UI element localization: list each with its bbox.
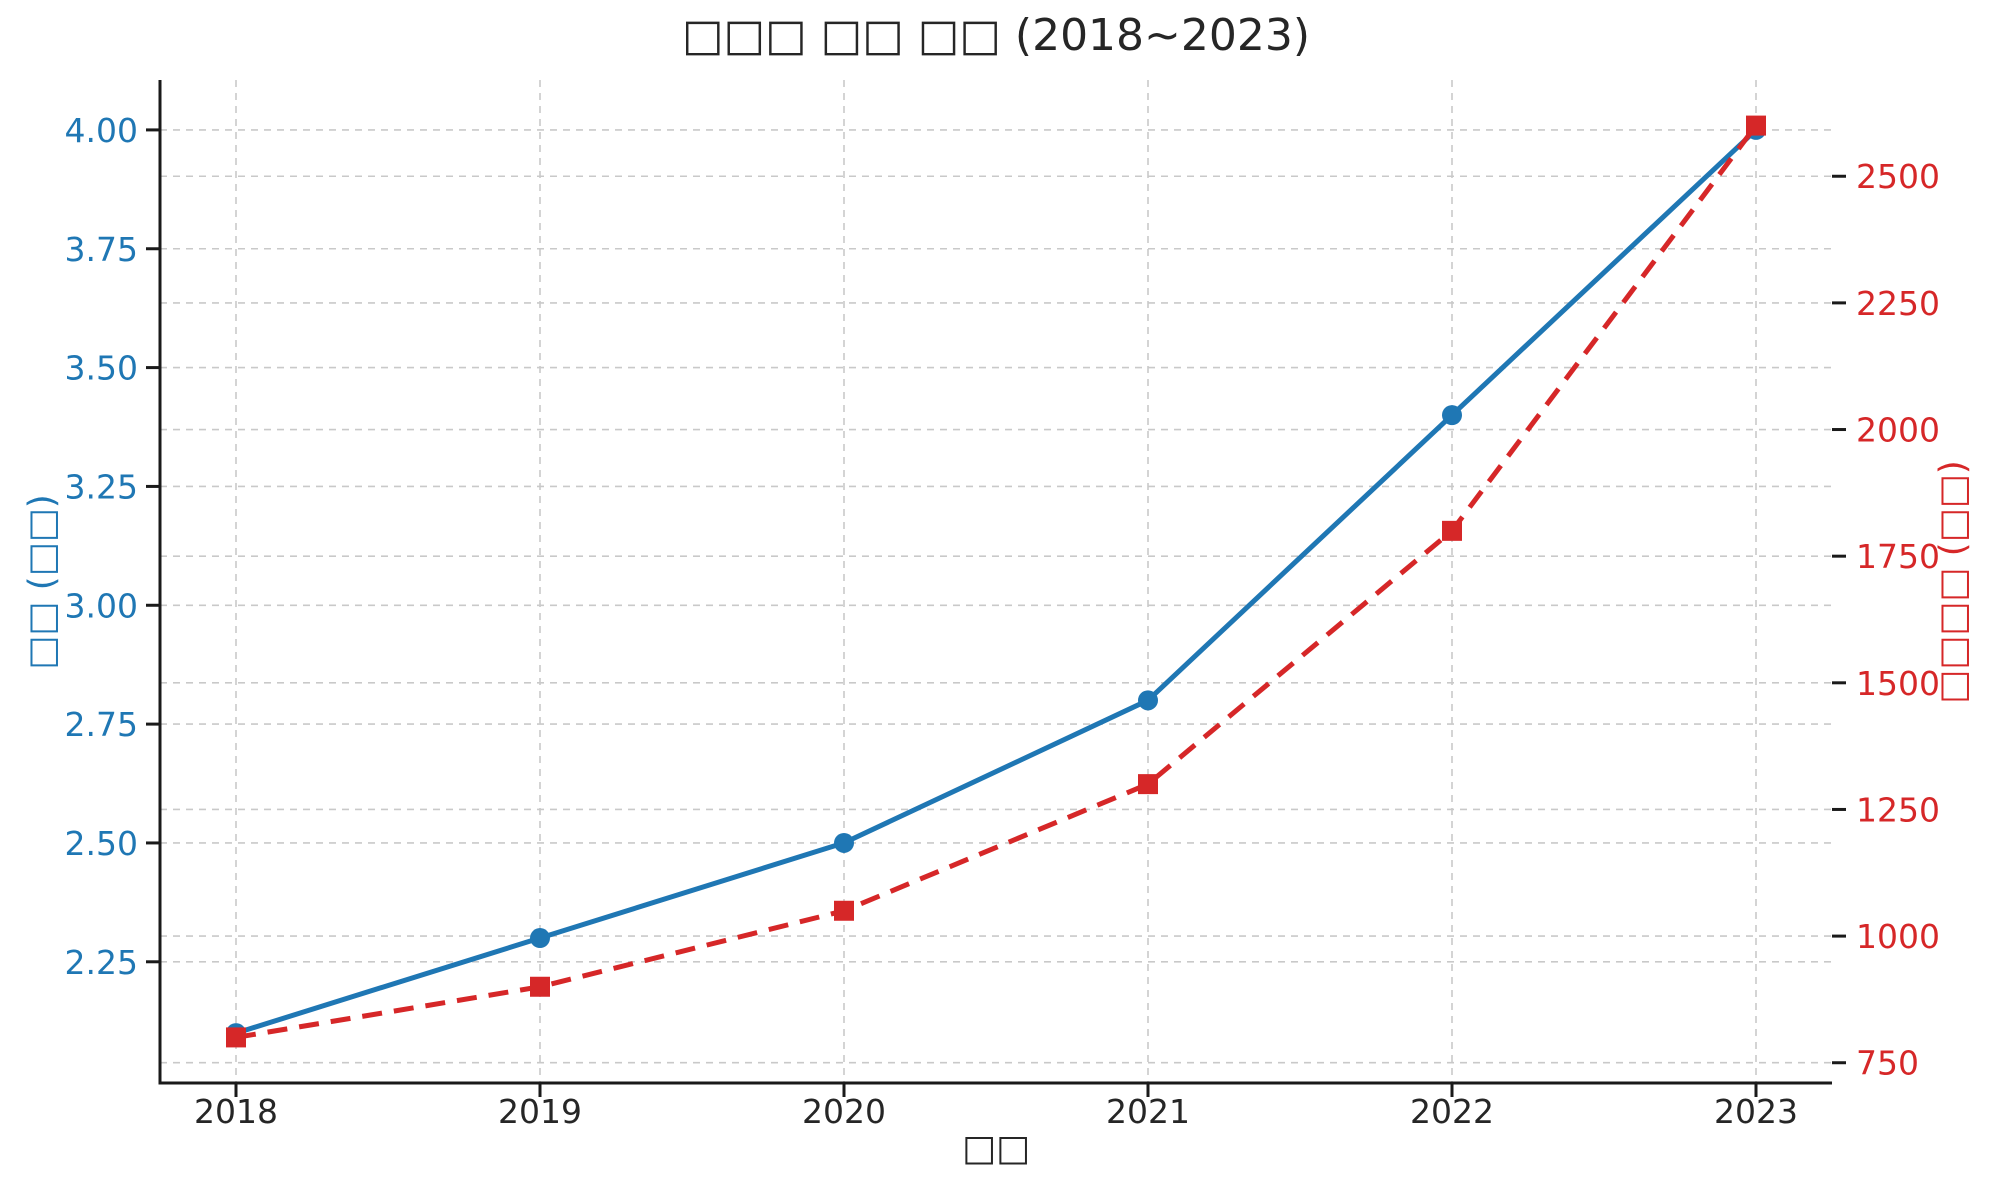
- right-tick-label: 2250: [1856, 284, 1940, 323]
- right-tick-label: 1750: [1856, 537, 1940, 576]
- left-tick-label: 2.75: [65, 705, 138, 744]
- left-tick-label: 3.25: [65, 467, 138, 506]
- x-tick-label: 2019: [498, 1092, 582, 1131]
- right-axis-series-marker: [1746, 115, 1766, 136]
- right-axis-series-marker: [1442, 520, 1462, 541]
- left-tick-label: 2.25: [65, 943, 138, 982]
- right-axis-series-marker: [834, 900, 854, 921]
- left-axis-series-marker: [530, 928, 550, 949]
- left-tick-label: 3.00: [65, 586, 138, 625]
- left-tick-label: 2.50: [65, 824, 138, 863]
- right-y-axis-label: □□□□ (□□): [1932, 460, 1974, 704]
- left-tick-label: 4.00: [65, 111, 138, 150]
- right-tick-label: 1250: [1856, 790, 1940, 829]
- right-tick-label: 1000: [1856, 917, 1940, 956]
- left-tick-label: 3.75: [65, 230, 138, 269]
- x-tick-label: 2023: [1714, 1092, 1798, 1131]
- right-axis-series-line: [235, 124, 1758, 1040]
- right-tick-label: 750: [1856, 1044, 1919, 1083]
- right-axis-series-marker: [1138, 774, 1158, 795]
- left-axis-series-marker: [1138, 690, 1158, 711]
- right-tick-label: 2000: [1856, 411, 1940, 450]
- right-axis-series-marker: [530, 976, 550, 997]
- left-axis-series-line: [235, 128, 1758, 1036]
- chart-title: □□□ □□ □□ (2018~2023): [681, 10, 1311, 61]
- left-axis-series-marker: [1442, 405, 1462, 426]
- right-axis-series-marker: [226, 1027, 246, 1048]
- left-axis-series-marker: [834, 832, 854, 853]
- x-tick-label: 2022: [1410, 1092, 1494, 1131]
- right-tick-label: 2500: [1856, 157, 1940, 196]
- x-tick-label: 2018: [194, 1092, 278, 1131]
- left-y-axis-label: □□ (□□): [21, 494, 63, 670]
- right-tick-label: 1500: [1856, 664, 1940, 703]
- x-tick-label: 2021: [1106, 1092, 1190, 1131]
- x-axis-label: □□: [961, 1128, 1031, 1169]
- x-tick-label: 2020: [802, 1092, 886, 1131]
- left-tick-label: 3.50: [65, 349, 138, 388]
